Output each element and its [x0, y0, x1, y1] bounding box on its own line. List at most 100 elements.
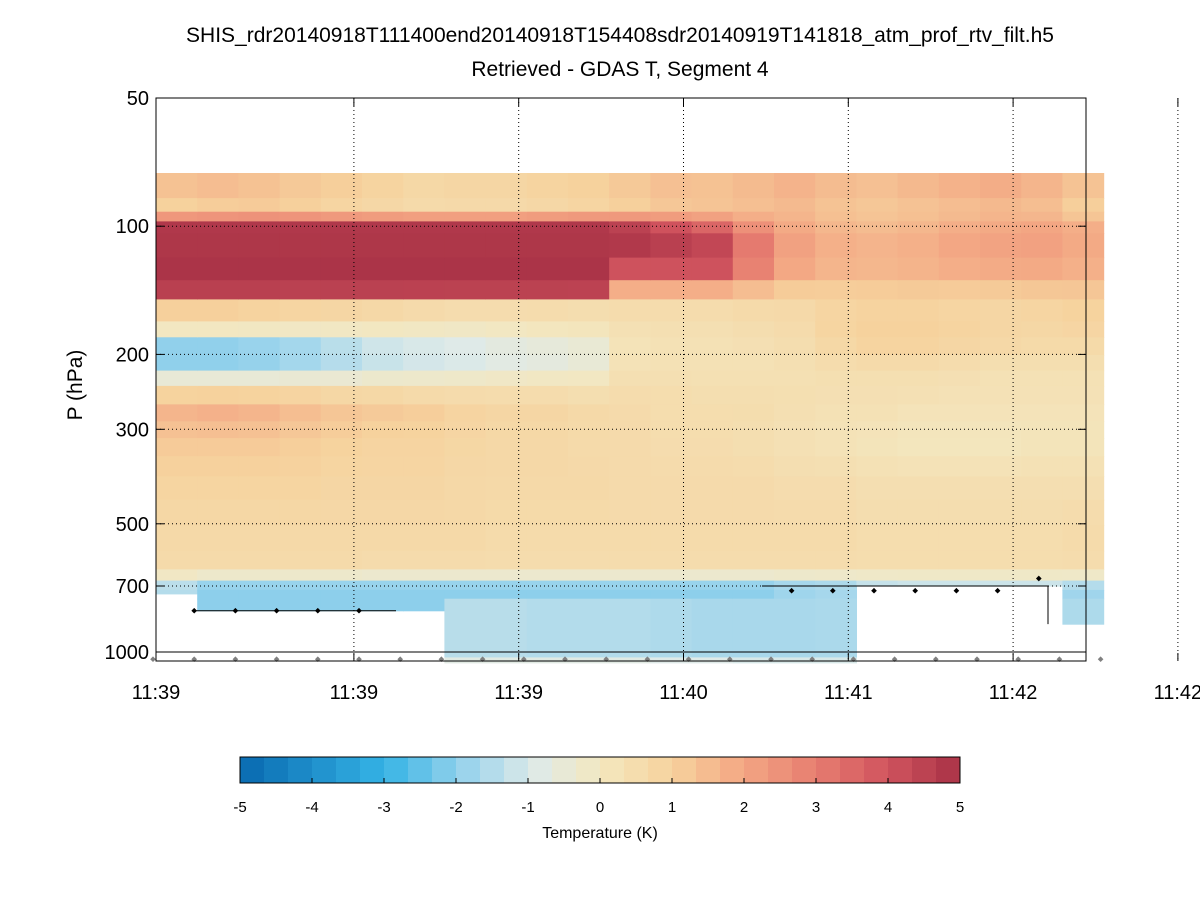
heatmap-cell [156, 569, 198, 582]
colorbar-swatch [816, 757, 841, 783]
heatmap-cell [197, 221, 239, 234]
colorbar-swatch [264, 757, 289, 783]
colorbar-swatch [696, 757, 721, 783]
heatmap-cell [691, 299, 734, 322]
heatmap-cell [1062, 404, 1105, 422]
heatmap-cell [897, 299, 940, 322]
heatmap-cell [444, 569, 487, 582]
heatmap-cell [444, 456, 487, 477]
heatmap-cell [732, 198, 775, 213]
heatmap-cell [938, 355, 981, 372]
heatmap-cell [691, 211, 734, 222]
heatmap-cell [650, 589, 693, 600]
heatmap-cell [1021, 456, 1063, 477]
heatmap-cell [362, 211, 404, 222]
heatmap-cell [197, 257, 239, 281]
colorbar-swatch [552, 757, 577, 783]
colorbar-swatch [600, 757, 625, 783]
heatmap-cell [1021, 233, 1063, 259]
heatmap-cell [980, 257, 1022, 281]
heatmap-cell [815, 499, 857, 526]
heatmap-cell [732, 221, 775, 234]
heatmap-cell [732, 421, 775, 439]
heatmap-cell [526, 299, 569, 322]
heatmap-cell [980, 569, 1022, 582]
colorbar-tick-label: 3 [812, 799, 820, 816]
heatmap-cell [1062, 438, 1105, 457]
heatmap-cell [362, 525, 404, 552]
heatmap-cell [526, 569, 569, 582]
x-tick-label: 11:39 [494, 682, 543, 704]
heatmap-cell [403, 598, 445, 612]
heatmap-cell [485, 280, 528, 300]
heatmap-cell [691, 499, 734, 526]
heatmap-cell [403, 198, 445, 213]
heatmap-cell [732, 257, 775, 281]
heatmap-cell [238, 299, 281, 322]
heatmap-cell [815, 198, 857, 213]
heatmap-cell [774, 370, 816, 387]
colorbar-swatch [432, 757, 457, 783]
heatmap-cell [856, 280, 899, 300]
heatmap-cell [609, 257, 651, 281]
heatmap-cell [568, 404, 610, 422]
heatmap-cell [1062, 589, 1105, 600]
colorbar-tick-label: -2 [449, 799, 462, 816]
heatmap-cell [403, 499, 445, 526]
heatmap-cell [938, 257, 981, 281]
heatmap-cell [650, 257, 693, 281]
y-axis-ticks: 50 100 200 300 500 700 1000 [105, 88, 1086, 664]
colorbar-tick-label: 5 [956, 799, 964, 816]
heatmap-cell [650, 385, 693, 406]
heatmap-cell [526, 598, 569, 658]
heatmap-cell [1062, 257, 1105, 281]
heatmap-cell [691, 337, 734, 356]
heatmap-cell [609, 657, 651, 664]
heatmap-cell [279, 337, 322, 356]
heatmap-cell [320, 404, 363, 422]
heatmap-cell [897, 221, 940, 234]
heatmap-cell [938, 456, 981, 477]
heatmap-cell [320, 499, 363, 526]
colorbar-swatch [840, 757, 865, 783]
heatmap-cell [279, 257, 322, 281]
heatmap-cell [444, 321, 487, 338]
heatmap-cell [279, 355, 322, 372]
heatmap-cell [609, 233, 651, 259]
heatmap-cell [403, 476, 445, 501]
heatmap-cell [609, 280, 651, 300]
heatmap-cell [938, 404, 981, 422]
heatmap-cell [362, 355, 404, 372]
heatmap-cell [774, 589, 816, 600]
heatmap-cell [238, 385, 281, 406]
plot-frame [155, 97, 1087, 662]
heatmap-cell [774, 355, 816, 372]
heatmap-cell [403, 421, 445, 439]
marker-point [273, 607, 280, 614]
colorbar-tick-label: 1 [668, 799, 676, 816]
heatmap-cell [609, 385, 651, 406]
heatmap-cell [732, 299, 775, 322]
heatmap-cell [691, 280, 734, 300]
heatmap-cell [568, 233, 610, 259]
marker-point [1035, 575, 1042, 582]
heatmap-cell [980, 499, 1022, 526]
heatmap-cell [650, 456, 693, 477]
heatmap-cell [238, 370, 281, 387]
heatmap-cell [238, 438, 281, 457]
heatmap-cell [362, 598, 404, 612]
heatmap-cell [815, 438, 857, 457]
heatmap-cell [1062, 385, 1105, 406]
heatmap-cell [815, 456, 857, 477]
heatmap-cell [485, 370, 528, 387]
heatmap-cell [650, 198, 693, 213]
heatmap-cell [362, 550, 404, 570]
heatmap-cell [156, 198, 198, 213]
heatmap-cell [362, 299, 404, 322]
heatmap-cell [691, 421, 734, 439]
colorbar-tick-label: 0 [596, 799, 604, 816]
heatmap-cell [938, 299, 981, 322]
heatmap-cell [197, 355, 239, 372]
heatmap-cell [815, 173, 857, 199]
heatmap-cell [279, 438, 322, 457]
